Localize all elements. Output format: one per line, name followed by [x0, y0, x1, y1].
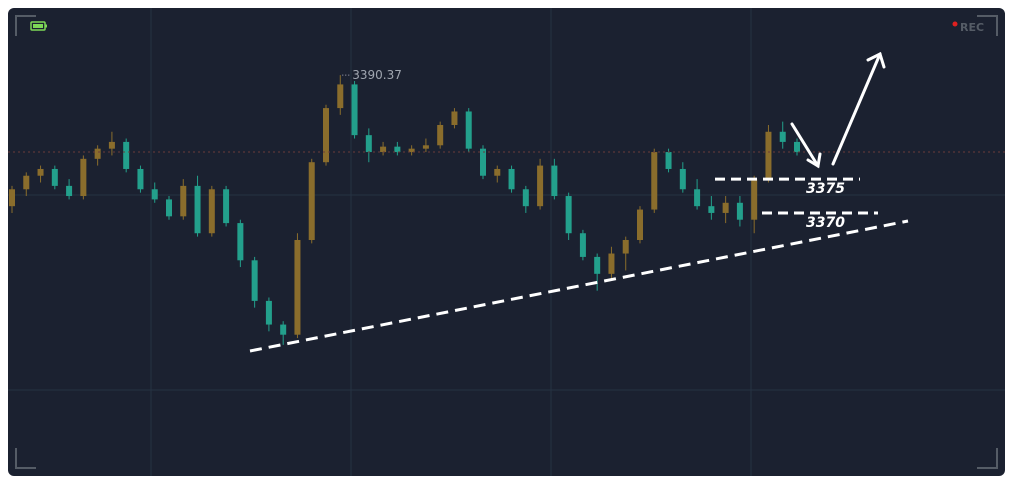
- candle-body: [280, 324, 287, 335]
- candle-body: [123, 141, 130, 169]
- candle-body: [9, 189, 15, 207]
- candle-body: [422, 145, 429, 149]
- candle-body: [108, 141, 115, 149]
- candle-body: [751, 179, 758, 220]
- candle-body: [494, 168, 501, 176]
- candle-body: [137, 168, 144, 190]
- candle-body: [294, 240, 301, 335]
- corner-brackets: [15, 15, 998, 469]
- rec-dot: [952, 21, 958, 27]
- candle-body: [579, 233, 586, 257]
- candle-body: [365, 135, 372, 153]
- candle-body: [508, 168, 515, 190]
- candle-body: [265, 300, 272, 325]
- candle-body: [665, 152, 672, 169]
- candle-body: [166, 199, 172, 217]
- candle-body: [522, 189, 529, 207]
- candle-body: [66, 185, 73, 197]
- candle-body: [794, 141, 800, 153]
- high-annotation: 3390.37: [352, 68, 402, 82]
- candle-body: [337, 84, 344, 109]
- candle-body: [237, 223, 244, 261]
- candle-body: [622, 240, 629, 254]
- chart-background: [8, 8, 1005, 476]
- candle-body: [679, 168, 686, 190]
- battery-icon: [30, 21, 47, 31]
- candle-body: [180, 185, 187, 217]
- arrows: [790, 51, 886, 169]
- level-label: 3370: [806, 215, 845, 231]
- candle-body: [480, 148, 486, 176]
- candle-body: [708, 206, 715, 213]
- candle-body: [765, 131, 772, 180]
- rec-label: REC: [960, 21, 984, 34]
- candle-body: [223, 189, 230, 224]
- candle-body: [51, 168, 58, 186]
- plot: 3390.37 3375 3370: [8, 68, 1005, 345]
- candle-body: [694, 189, 701, 207]
- candle-body: [637, 209, 643, 240]
- trend-line: [249, 219, 909, 353]
- candle-body: [722, 202, 729, 213]
- candle-body: [94, 148, 101, 159]
- candle-body: [408, 148, 415, 153]
- background-grid: [8, 8, 1005, 476]
- candle-body: [308, 162, 315, 240]
- candle-body: [551, 165, 558, 197]
- candle-body: [23, 175, 30, 190]
- candle-body: [736, 202, 743, 220]
- candle-body: [323, 108, 329, 163]
- candle-body: [351, 84, 358, 136]
- candle-body: [594, 256, 601, 274]
- candle-body: [565, 196, 572, 234]
- candle-body: [194, 185, 201, 234]
- candle-body: [208, 189, 215, 234]
- level-label: 3375: [806, 181, 845, 197]
- candle-body: [80, 158, 87, 197]
- candle-body: [651, 152, 658, 210]
- candle-body: [251, 260, 258, 301]
- candle-body: [394, 146, 401, 153]
- candle-body: [151, 189, 158, 200]
- candle-body: [608, 253, 615, 274]
- candle-body: [451, 111, 458, 125]
- candle-body: [537, 165, 544, 207]
- candle-body: [37, 168, 44, 176]
- candle-body: [437, 125, 444, 146]
- candle-body: [380, 146, 387, 153]
- candle-body: [779, 131, 786, 142]
- candle-body: [465, 111, 472, 149]
